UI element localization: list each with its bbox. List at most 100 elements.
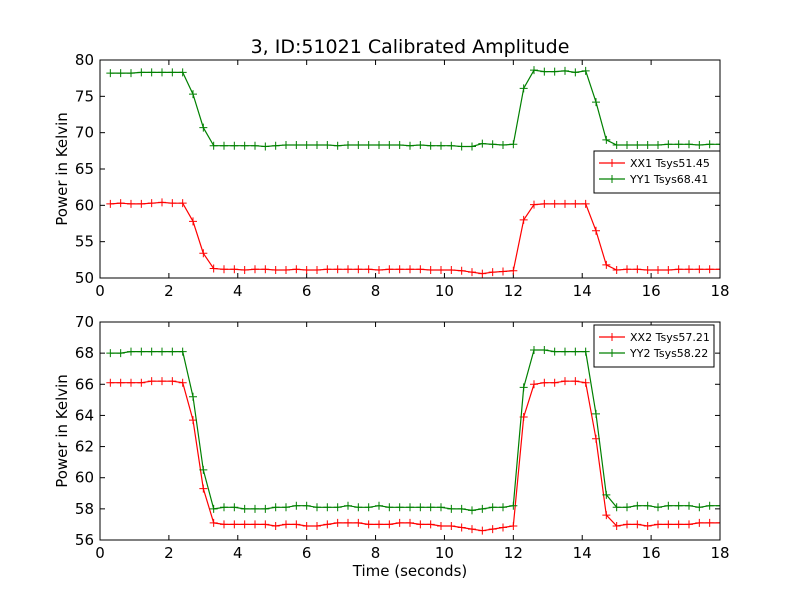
x-tick-label: 4	[233, 544, 243, 562]
data-point-yy2-tsys58-22	[705, 501, 714, 510]
x-tick-label: 14	[573, 544, 592, 562]
y-tick-label: 60	[75, 196, 94, 214]
legend-label-yy2-tsys58-22: YY2 Tsys58.22	[629, 347, 708, 360]
data-point-xx2-tsys57-21	[282, 520, 290, 529]
data-point-yy2-tsys58-22	[561, 347, 569, 356]
data-point-xx1-tsys51-45	[406, 265, 414, 274]
data-point-xx1-tsys51-45	[375, 266, 383, 275]
data-point-yy1-tsys68-41	[344, 141, 352, 150]
data-point-yy2-tsys58-22	[623, 503, 631, 512]
data-point-yy1-tsys68-41	[602, 135, 611, 144]
data-point-yy1-tsys68-41	[437, 141, 445, 150]
data-point-yy1-tsys68-41	[643, 141, 652, 150]
data-point-yy2-tsys58-22	[323, 503, 332, 512]
data-point-yy2-tsys58-22	[395, 503, 404, 512]
data-point-yy2-tsys58-22	[488, 503, 497, 512]
data-point-xx2-tsys57-21	[106, 378, 115, 387]
axes-frame	[99, 321, 721, 541]
data-point-yy1-tsys68-41	[488, 140, 497, 149]
data-point-yy1-tsys68-41	[478, 139, 487, 148]
data-point-yy2-tsys58-22	[168, 347, 177, 356]
data-point-yy2-tsys58-22	[251, 504, 259, 513]
data-point-xx1-tsys51-45	[127, 199, 135, 208]
data-point-yy2-tsys58-22	[716, 501, 720, 510]
data-point-xx2-tsys57-21	[602, 511, 611, 520]
y-tick-label: 55	[75, 233, 94, 251]
y-tick-label: 58	[75, 500, 94, 518]
data-point-xx1-tsys51-45	[499, 267, 507, 276]
data-point-yy1-tsys68-41	[158, 68, 166, 77]
x-tick-label: 16	[642, 544, 661, 562]
data-point-xx1-tsys51-45	[364, 265, 373, 274]
data-point-xx2-tsys57-21	[313, 521, 321, 530]
data-point-yy1-tsys68-41	[168, 68, 177, 77]
series-group	[106, 66, 720, 278]
data-point-yy1-tsys68-41	[406, 141, 414, 150]
data-point-yy2-tsys58-22	[240, 504, 249, 513]
x-tick-label: 4	[233, 282, 243, 300]
data-point-yy1-tsys68-41	[468, 142, 476, 151]
data-point-yy2-tsys58-22	[106, 349, 115, 358]
data-point-yy1-tsys68-41	[612, 141, 621, 150]
data-point-yy2-tsys58-22	[612, 503, 621, 512]
data-point-xx2-tsys57-21	[292, 520, 301, 529]
data-point-xx1-tsys51-45	[147, 199, 156, 208]
data-point-xx2-tsys57-21	[654, 520, 662, 529]
data-point-yy2-tsys58-22	[633, 501, 642, 510]
legend-label-yy1-tsys68-41: YY1 Tsys68.41	[629, 173, 708, 186]
data-point-yy2-tsys58-22	[137, 347, 146, 356]
data-point-yy1-tsys68-41	[261, 142, 270, 151]
data-point-xx2-tsys57-21	[571, 377, 580, 386]
data-point-yy2-tsys58-22	[406, 503, 414, 512]
data-point-xx1-tsys51-45	[251, 265, 259, 274]
data-point-yy2-tsys58-22	[116, 349, 125, 358]
data-point-yy2-tsys58-22	[158, 347, 166, 356]
legend: XX2 Tsys57.21 YY2 Tsys58.22	[593, 324, 715, 368]
data-point-xx1-tsys51-45	[478, 269, 487, 278]
data-point-yy2-tsys58-22	[468, 506, 476, 515]
data-point-yy2-tsys58-22	[416, 503, 425, 512]
y-tick-label: 68	[75, 344, 94, 362]
series-group	[106, 346, 720, 535]
data-point-yy1-tsys68-41	[426, 141, 435, 150]
data-point-yy1-tsys68-41	[220, 141, 228, 150]
data-point-yy2-tsys58-22	[344, 501, 352, 510]
data-point-yy1-tsys68-41	[292, 141, 301, 150]
data-point-yy2-tsys58-22	[127, 347, 135, 356]
data-point-xx1-tsys51-45	[695, 265, 704, 274]
data-point-xx2-tsys57-21	[499, 523, 507, 532]
x-tick-label: 12	[504, 282, 523, 300]
data-point-yy1-tsys68-41	[354, 141, 363, 150]
data-point-xx2-tsys57-21	[147, 377, 156, 386]
data-point-yy2-tsys58-22	[189, 392, 197, 401]
data-point-yy1-tsys68-41	[106, 69, 115, 78]
data-point-xx2-tsys57-21	[509, 521, 518, 530]
data-point-xx1-tsys51-45	[416, 265, 425, 274]
data-point-yy2-tsys58-22	[261, 504, 270, 513]
data-point-yy1-tsys68-41	[633, 141, 642, 150]
data-point-yy2-tsys58-22	[209, 504, 218, 513]
data-point-yy1-tsys68-41	[571, 68, 580, 77]
data-point-yy2-tsys58-22	[375, 501, 383, 510]
data-point-xx2-tsys57-21	[189, 416, 197, 425]
data-point-yy2-tsys58-22	[695, 503, 704, 512]
data-point-yy2-tsys58-22	[685, 501, 693, 510]
data-point-xx1-tsys51-45	[592, 226, 600, 235]
y-tick-label: 50	[75, 269, 94, 287]
data-point-yy1-tsys68-41	[623, 141, 631, 150]
data-point-xx2-tsys57-21	[550, 378, 559, 387]
data-point-xx2-tsys57-21	[716, 518, 720, 527]
data-point-xx1-tsys51-45	[633, 265, 642, 274]
data-point-xx2-tsys57-21	[230, 520, 239, 529]
data-point-yy1-tsys68-41	[685, 140, 693, 149]
data-point-yy1-tsys68-41	[333, 141, 342, 150]
data-point-yy2-tsys58-22	[220, 503, 228, 512]
data-point-xx1-tsys51-45	[395, 265, 404, 274]
data-point-yy1-tsys68-41	[540, 67, 549, 76]
data-point-yy1-tsys68-41	[178, 68, 187, 77]
y-tick-label: 64	[75, 406, 94, 424]
data-point-xx1-tsys51-45	[468, 268, 476, 277]
data-point-xx1-tsys51-45	[137, 199, 146, 208]
y-tick-label: 62	[75, 438, 94, 456]
